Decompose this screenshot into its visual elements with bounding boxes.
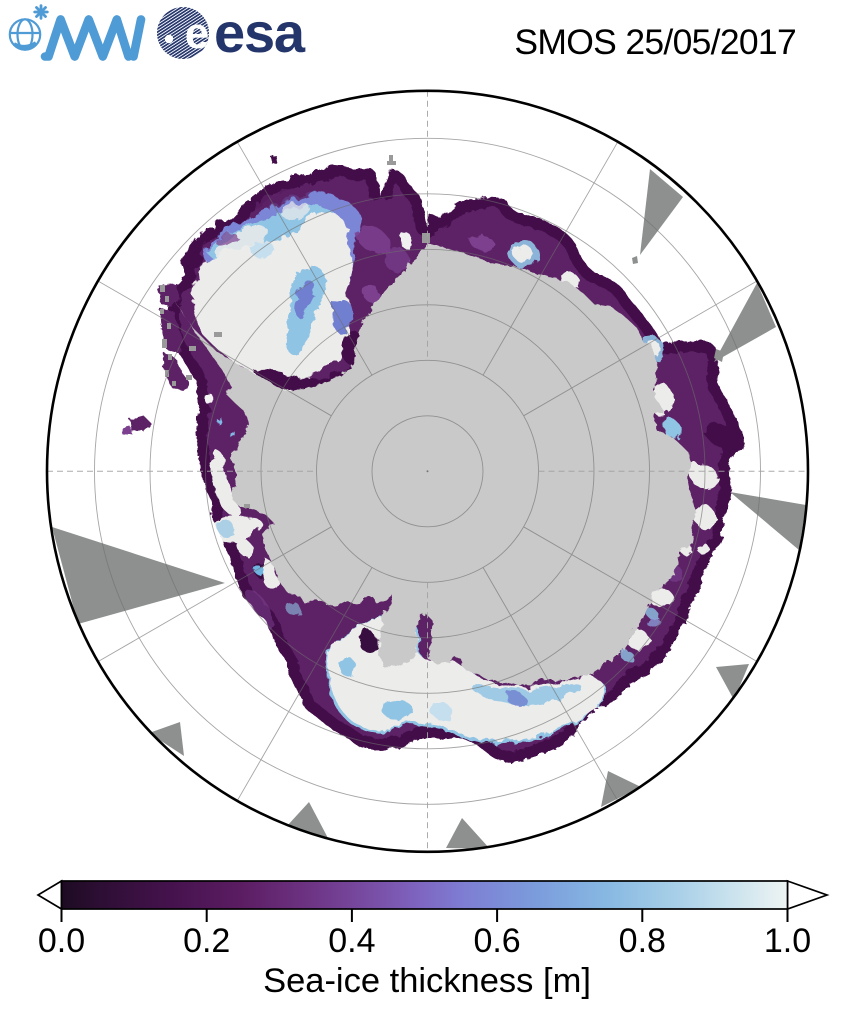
svg-text:e: e — [185, 9, 209, 58]
svg-text:0.0: 0.0 — [38, 922, 85, 960]
svg-text:esa: esa — [214, 1, 306, 64]
svg-text:0.6: 0.6 — [473, 922, 520, 960]
svg-text:Sea-ice thickness [m]: Sea-ice thickness [m] — [263, 962, 591, 1000]
svg-text:0.4: 0.4 — [328, 922, 375, 960]
svg-text:SMOS 25/05/2017: SMOS 25/05/2017 — [514, 22, 796, 62]
svg-text:0.2: 0.2 — [183, 922, 230, 960]
svg-text:0.8: 0.8 — [619, 922, 666, 960]
svg-text:1.0: 1.0 — [764, 922, 811, 960]
